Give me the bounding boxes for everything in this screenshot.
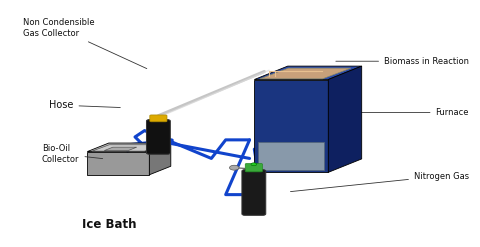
Polygon shape [87, 152, 149, 175]
Circle shape [229, 165, 239, 170]
Polygon shape [254, 80, 328, 172]
Text: Biomass in Reaction: Biomass in Reaction [336, 57, 469, 66]
Polygon shape [87, 143, 171, 152]
Text: Hose: Hose [49, 100, 120, 110]
Text: Nitrogen Gas: Nitrogen Gas [290, 171, 469, 192]
Polygon shape [328, 66, 362, 172]
Polygon shape [254, 66, 362, 80]
Polygon shape [92, 145, 162, 151]
Bar [258, 142, 324, 170]
Text: Ice Bath: Ice Bath [82, 218, 136, 230]
FancyBboxPatch shape [146, 120, 170, 154]
Polygon shape [260, 68, 351, 79]
Polygon shape [104, 147, 137, 151]
Text: Furnace: Furnace [352, 108, 469, 117]
Polygon shape [149, 143, 171, 175]
FancyBboxPatch shape [242, 170, 266, 215]
Text: Bio-Oil
Collector: Bio-Oil Collector [42, 144, 103, 164]
FancyBboxPatch shape [150, 115, 167, 122]
Circle shape [251, 163, 257, 166]
Text: Non Condensible
Gas Collector: Non Condensible Gas Collector [23, 19, 147, 69]
FancyBboxPatch shape [245, 164, 263, 172]
